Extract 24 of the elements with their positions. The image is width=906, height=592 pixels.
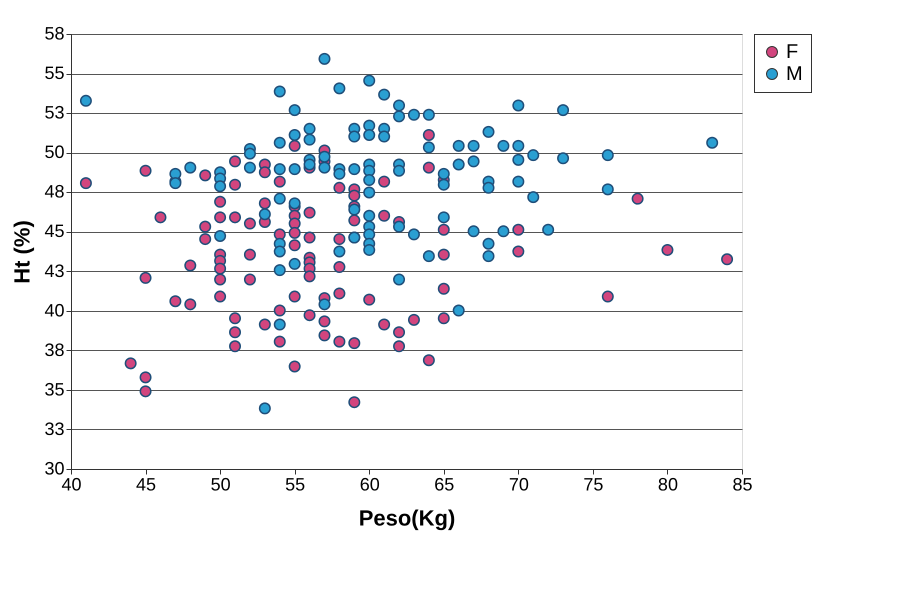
y-tick-label: 50 [44,142,64,162]
y-tick-label: 53 [44,102,64,123]
y-axis-title: Ht (%) [9,220,34,284]
y-tick-label: 43 [44,260,64,281]
x-tick-label: 45 [136,474,156,494]
y-tick-label: 40 [44,300,64,320]
y-tick-label: 48 [44,182,64,202]
y-tick-label: 35 [44,379,64,400]
y-tick-label: 58 [44,24,64,44]
legend-label: F [786,41,798,63]
y-tick-label: 45 [44,221,64,242]
y-tick-label: 33 [44,418,64,439]
x-tick-label: 85 [732,474,753,494]
x-tick-label: 80 [658,474,678,494]
x-tick-label: 65 [434,474,454,494]
x-tick-label: 70 [508,474,529,494]
x-tick-label: 55 [285,474,306,494]
y-tick-label: 55 [44,63,64,84]
legend-label: M [786,63,803,85]
x-tick-label: 75 [583,474,604,494]
x-axis-title: Peso(Kg) [358,506,456,530]
y-tick-label: 38 [44,340,64,360]
x-tick-label: 50 [210,474,231,494]
x-tick-label: 60 [360,474,380,494]
